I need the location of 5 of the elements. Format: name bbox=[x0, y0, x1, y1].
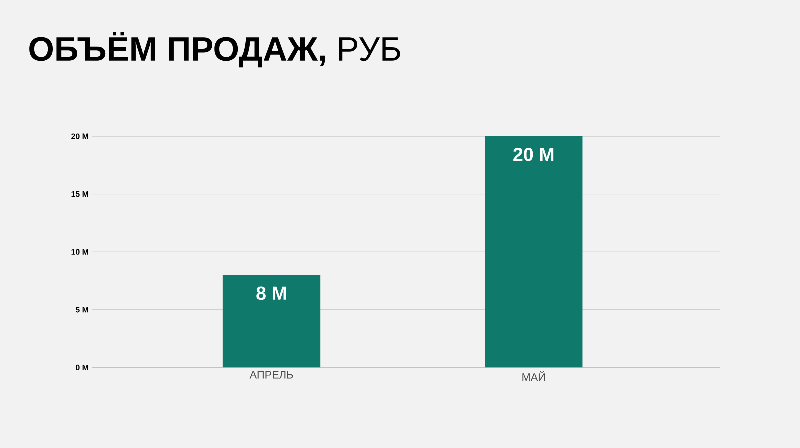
x-tick-label: АПРЕЛЬ bbox=[250, 371, 294, 379]
x-tick-label: МАЙ bbox=[522, 371, 546, 381]
chart-title: ОБЪЁМ ПРОДАЖ, РУБ bbox=[30, 32, 400, 68]
data-label: 8 M bbox=[256, 286, 286, 300]
data-label: 20 M bbox=[514, 148, 554, 162]
